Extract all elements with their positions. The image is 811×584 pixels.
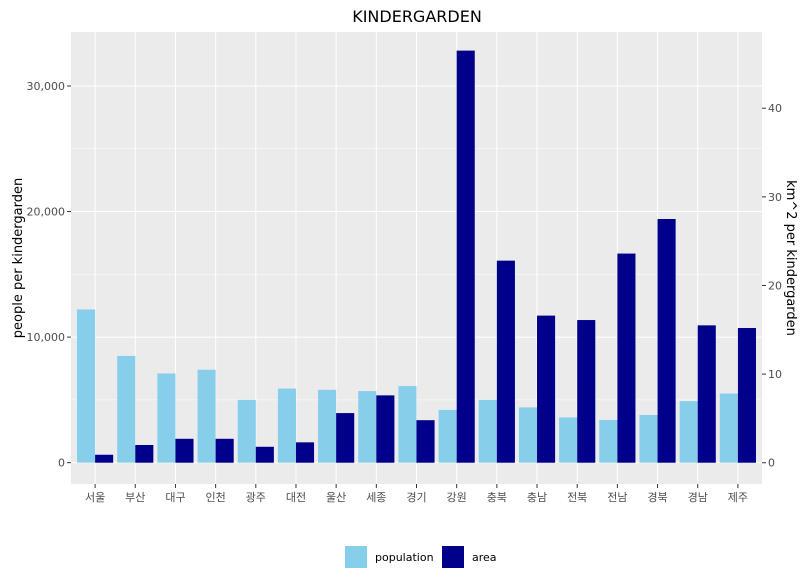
x-tick-label: 광주 bbox=[246, 491, 266, 504]
bars-layer bbox=[77, 50, 756, 463]
x-tick-label: 서울 bbox=[85, 491, 105, 504]
x-tick-label: 전남 bbox=[607, 491, 627, 504]
bar-area-6 bbox=[336, 413, 355, 463]
bar-area-15 bbox=[697, 325, 716, 463]
x-tick-label: 제주 bbox=[728, 491, 748, 504]
bar-area-12 bbox=[577, 320, 596, 463]
x-tick-label: 경북 bbox=[647, 491, 667, 504]
bar-population-1 bbox=[117, 355, 136, 463]
x-tick-label: 충북 bbox=[487, 491, 507, 504]
right-tick-label: 40 bbox=[768, 102, 782, 115]
bar-population-7 bbox=[358, 391, 377, 463]
legend-key-population bbox=[345, 546, 367, 568]
bar-area-16 bbox=[737, 328, 756, 463]
bar-area-14 bbox=[657, 219, 676, 463]
bar-population-9 bbox=[438, 409, 457, 463]
x-tick-label: 부산 bbox=[125, 491, 145, 504]
bar-population-2 bbox=[157, 373, 176, 463]
left-tick-label: 30,000 bbox=[27, 80, 66, 93]
bar-area-0 bbox=[95, 454, 114, 463]
bar-population-8 bbox=[398, 386, 417, 463]
bar-area-8 bbox=[416, 420, 435, 463]
bar-area-3 bbox=[215, 438, 234, 463]
bar-population-0 bbox=[77, 309, 96, 463]
x-tick-label: 경남 bbox=[688, 491, 708, 504]
bar-population-10 bbox=[478, 399, 497, 463]
x-tick-label: 충남 bbox=[527, 491, 547, 504]
bar-area-5 bbox=[295, 442, 315, 463]
bar-population-14 bbox=[639, 414, 658, 463]
right-tick-label: 0 bbox=[768, 457, 775, 470]
bar-population-3 bbox=[197, 369, 216, 463]
legend-label-population: population bbox=[375, 551, 434, 564]
chart-title: KINDERGARDEN bbox=[352, 7, 482, 26]
y-axis-title-right: km^2 per kindergarden bbox=[783, 180, 798, 336]
bar-population-13 bbox=[599, 419, 618, 463]
bar-population-15 bbox=[679, 401, 698, 463]
bar-area-9 bbox=[456, 50, 475, 463]
right-tick-label: 20 bbox=[768, 279, 782, 292]
x-tick-label: 대전 bbox=[286, 491, 306, 504]
x-axis: 서울 부산 대구 인천 광주 대전 울산 세종 경기 강원 충북 충남 전북 전남 경북 경남 제주 bbox=[85, 484, 748, 504]
legend-key-area bbox=[442, 546, 464, 568]
x-tick-label: 경기 bbox=[406, 491, 426, 504]
y-axis-title-left: people per kindergarden bbox=[11, 178, 26, 339]
right-tick-label: 10 bbox=[768, 368, 782, 381]
bar-area-1 bbox=[135, 445, 154, 463]
right-tick-label: 30 bbox=[768, 191, 782, 204]
bar-area-4 bbox=[255, 446, 274, 463]
x-tick-label: 울산 bbox=[326, 491, 346, 504]
x-tick-label: 세종 bbox=[366, 491, 386, 504]
bar-population-16 bbox=[719, 393, 738, 463]
left-tick-label: 20,000 bbox=[27, 206, 66, 219]
bar-area-2 bbox=[175, 438, 194, 463]
bar-area-7 bbox=[376, 395, 395, 463]
left-tick-label: 10,000 bbox=[27, 331, 66, 344]
bar-population-6 bbox=[318, 389, 337, 463]
x-tick-label: 전북 bbox=[567, 491, 587, 504]
bar-population-5 bbox=[277, 388, 296, 463]
left-tick-label: 0 bbox=[58, 457, 65, 470]
right-axis: 0 10 20 30 40 bbox=[762, 102, 782, 470]
legend: population area bbox=[345, 546, 497, 568]
bar-population-4 bbox=[237, 399, 256, 463]
x-tick-label: 강원 bbox=[447, 491, 467, 504]
bar-population-12 bbox=[559, 417, 578, 463]
x-tick-label: 인천 bbox=[206, 490, 226, 504]
bar-area-10 bbox=[496, 260, 515, 463]
bar-area-13 bbox=[617, 253, 636, 463]
left-axis: 0 10,000 20,000 30,000 bbox=[27, 80, 71, 470]
x-tick-label: 대구 bbox=[165, 491, 185, 504]
legend-label-area: area bbox=[472, 551, 497, 564]
bar-area-11 bbox=[537, 315, 556, 463]
bar-population-11 bbox=[518, 407, 538, 463]
